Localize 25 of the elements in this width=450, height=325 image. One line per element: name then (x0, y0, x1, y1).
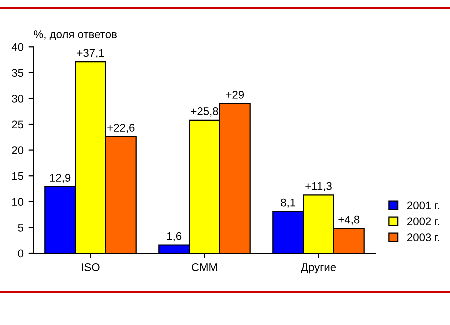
data-label: +25,8 (191, 108, 218, 117)
x-tick-label: ISO (82, 264, 100, 272)
y-tick-label: 25 (12, 120, 24, 129)
legend-label: 2002 г. (408, 218, 440, 226)
y-tick-label: 15 (12, 172, 24, 180)
y-axis-title: %, доля ответов (34, 30, 117, 41)
data-label: +22,6 (108, 124, 135, 134)
legend-label: 2003 г. (408, 234, 440, 242)
x-tick-label: Другие (301, 264, 336, 274)
data-label: +29 (226, 91, 244, 99)
y-tick-label: 35 (12, 69, 24, 78)
data-label: 8,1 (281, 198, 296, 208)
y-tick-label: 5 (18, 224, 24, 232)
y-tick-label: 10 (12, 198, 24, 206)
y-tick-label: 40 (12, 43, 24, 52)
data-label: 12,9 (50, 174, 71, 184)
legend-label: 2001 г. (408, 202, 440, 210)
data-label: +37,1 (77, 49, 104, 58)
x-tick-label: CMM (192, 264, 218, 272)
data-label: +4,8 (338, 216, 360, 226)
y-tick-label: 20 (12, 146, 24, 154)
y-tick-label: 0 (18, 250, 24, 258)
data-label: 1,6 (167, 232, 182, 242)
data-label: +11,3 (306, 182, 332, 192)
y-tick-label: 30 (12, 94, 24, 103)
